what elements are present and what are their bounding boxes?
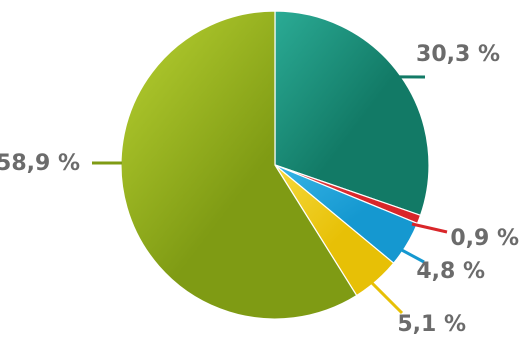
slice-label-30-3: 30,3 % bbox=[416, 42, 500, 67]
leader-lines bbox=[92, 75, 448, 315]
pie-slice-58-9 bbox=[120, 10, 358, 320]
pie-slices bbox=[120, 10, 430, 320]
slice-label-0-9: 0,9 % bbox=[450, 226, 519, 251]
slice-label-58-9: 58,9 % bbox=[0, 151, 80, 176]
leader-line-4-8 bbox=[397, 246, 425, 264]
slice-label-5-1: 5,1 % bbox=[397, 312, 466, 337]
leader-line-0-9 bbox=[411, 222, 448, 234]
leader-line-5-1 bbox=[370, 281, 404, 315]
slice-label-4-8: 4,8 % bbox=[416, 259, 485, 284]
